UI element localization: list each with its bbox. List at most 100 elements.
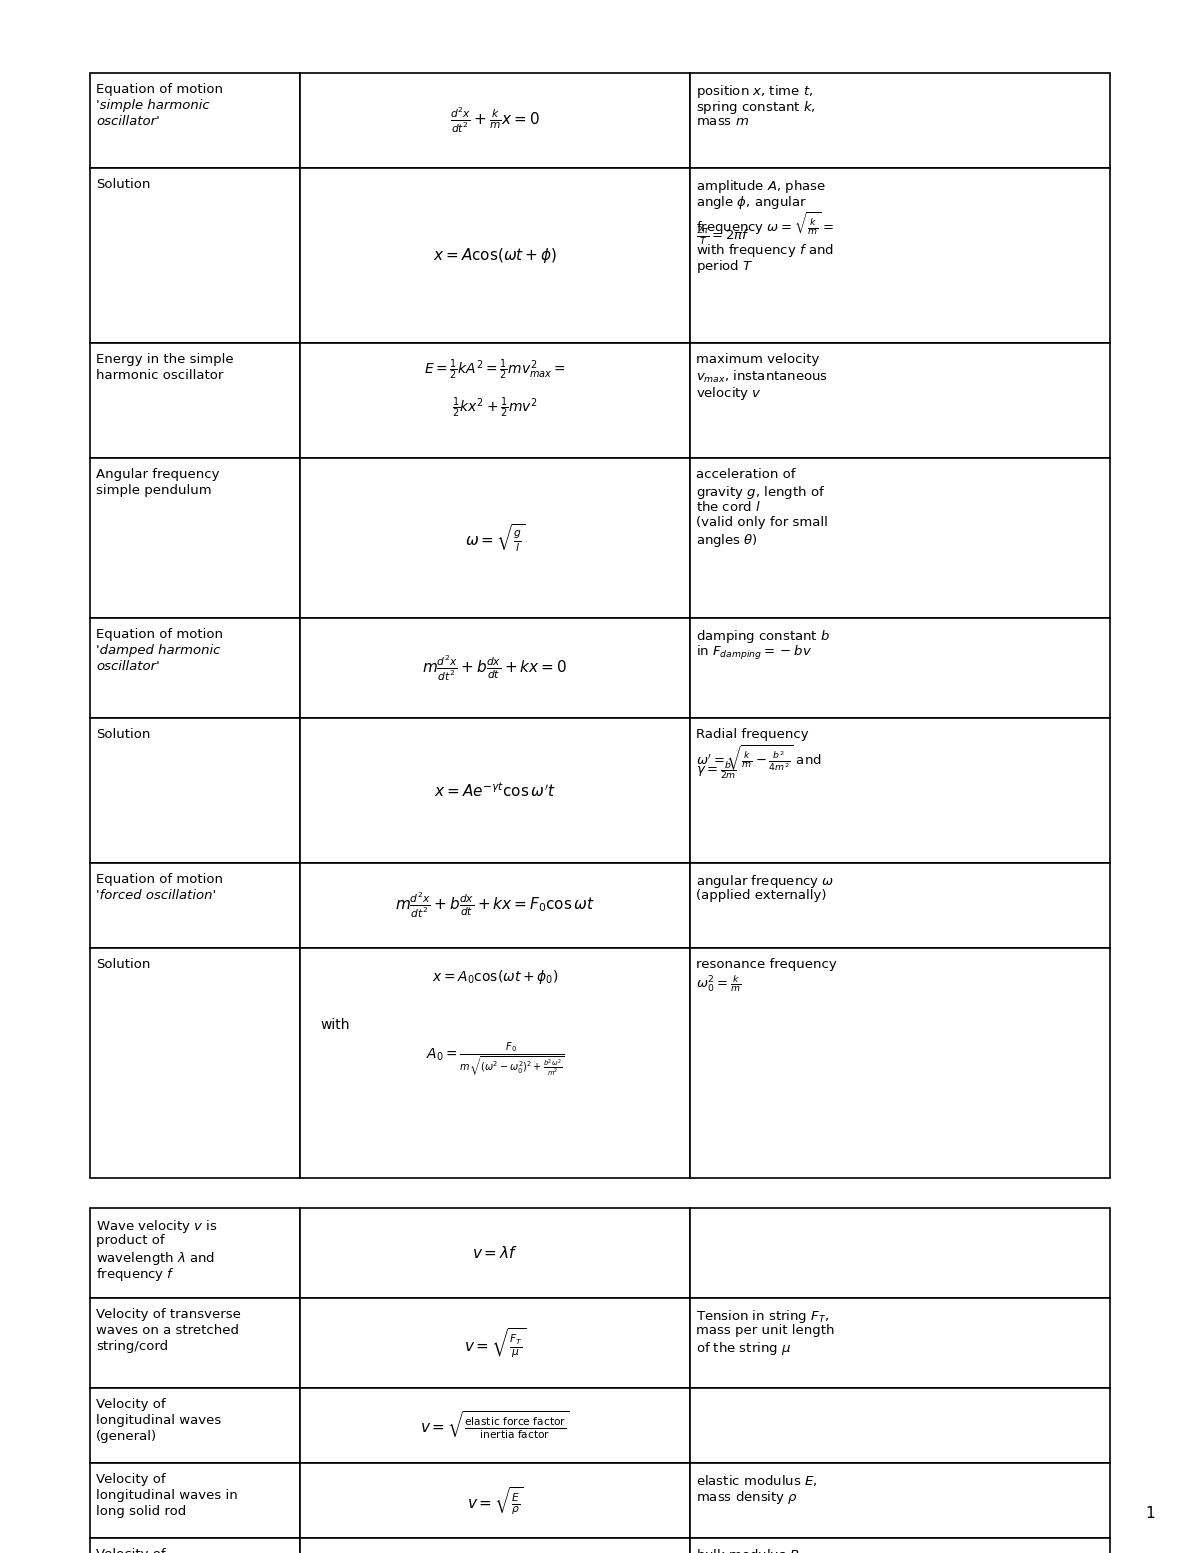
Text: frequency $\omega = \sqrt{\frac{k}{m}} =$: frequency $\omega = \sqrt{\frac{k}{m}} =… — [696, 210, 834, 238]
Text: resonance frequency: resonance frequency — [696, 958, 836, 971]
Text: string/cord: string/cord — [96, 1340, 168, 1353]
Text: damping constant $b$: damping constant $b$ — [696, 627, 830, 644]
Text: velocity $v$: velocity $v$ — [696, 385, 762, 402]
Text: elastic modulus $E$,: elastic modulus $E$, — [696, 1472, 817, 1488]
Bar — [690, 1298, 1110, 1388]
Text: Tension in string $F_T$,: Tension in string $F_T$, — [696, 1308, 829, 1325]
Text: position $x$, time $t$,: position $x$, time $t$, — [696, 82, 814, 99]
Bar — [300, 947, 690, 1179]
Text: $\frac{2\pi}{T} = 2\pi f$: $\frac{2\pi}{T} = 2\pi f$ — [696, 227, 750, 248]
Text: (valid only for small: (valid only for small — [696, 516, 828, 530]
Text: mass $m$: mass $m$ — [696, 115, 749, 127]
Text: Radial frequency: Radial frequency — [696, 728, 809, 741]
Text: amplitude $A$, phase: amplitude $A$, phase — [696, 179, 826, 196]
Text: 'forced oscillation': 'forced oscillation' — [96, 888, 216, 902]
Text: Equation of motion: Equation of motion — [96, 873, 223, 887]
Bar — [690, 618, 1110, 717]
Bar — [300, 343, 690, 458]
Text: the cord $l$: the cord $l$ — [696, 500, 761, 514]
Text: gravity $g$, length of: gravity $g$, length of — [696, 485, 826, 502]
Bar — [690, 73, 1110, 168]
Bar — [300, 1298, 690, 1388]
Text: with: with — [320, 1019, 349, 1033]
Text: $A_0 = \frac{F_0}{m\sqrt{(\omega^2 - \omega_0^2)^2 + \frac{b^2\omega^2}{m^2}}}$: $A_0 = \frac{F_0}{m\sqrt{(\omega^2 - \om… — [426, 1041, 564, 1078]
Text: simple pendulum: simple pendulum — [96, 485, 211, 497]
Text: $m\frac{d^2x}{dt^2} + b\frac{dx}{dt} + kx = 0$: $m\frac{d^2x}{dt^2} + b\frac{dx}{dt} + k… — [422, 654, 568, 683]
Text: $x = A\cos(\omega t + \phi)$: $x = A\cos(\omega t + \phi)$ — [433, 245, 557, 266]
Text: product of: product of — [96, 1235, 164, 1247]
Text: $x = A_0\cos(\omega t + \phi_0)$: $x = A_0\cos(\omega t + \phi_0)$ — [432, 968, 558, 986]
Text: long solid rod: long solid rod — [96, 1505, 186, 1517]
Text: Velocity of: Velocity of — [96, 1548, 166, 1553]
Text: wavelength $\lambda$ and: wavelength $\lambda$ and — [96, 1250, 215, 1267]
Bar — [690, 168, 1110, 343]
Bar — [90, 618, 300, 717]
Text: Wave velocity $v$ is: Wave velocity $v$ is — [96, 1218, 217, 1235]
Bar — [300, 168, 690, 343]
Text: $x = Ae^{-\gamma t}\cos\omega' t$: $x = Ae^{-\gamma t}\cos\omega' t$ — [434, 781, 556, 800]
Text: (general): (general) — [96, 1430, 157, 1443]
Text: 1: 1 — [1145, 1505, 1154, 1520]
Text: maximum velocity: maximum velocity — [696, 353, 820, 367]
Bar — [90, 1463, 300, 1537]
Text: waves on a stretched: waves on a stretched — [96, 1325, 239, 1337]
Text: with frequency $f$ and: with frequency $f$ and — [696, 242, 834, 259]
Text: mass per unit length: mass per unit length — [696, 1325, 834, 1337]
Bar — [300, 863, 690, 947]
Text: Equation of motion: Equation of motion — [96, 627, 223, 641]
Bar — [690, 1208, 1110, 1298]
Bar — [690, 343, 1110, 458]
Text: $\frac{d^2x}{dt^2} + \frac{k}{m}x = 0$: $\frac{d^2x}{dt^2} + \frac{k}{m}x = 0$ — [450, 106, 540, 135]
Bar — [90, 863, 300, 947]
Bar — [90, 947, 300, 1179]
Text: of the string $\mu$: of the string $\mu$ — [696, 1340, 791, 1357]
Text: Angular frequency: Angular frequency — [96, 467, 220, 481]
Bar — [90, 73, 300, 168]
Text: $v = \sqrt{\frac{\text{elastic force factor}}{\text{inertia factor}}}$: $v = \sqrt{\frac{\text{elastic force fac… — [420, 1410, 570, 1441]
Bar — [90, 717, 300, 863]
Text: acceleration of: acceleration of — [696, 467, 796, 481]
Bar — [90, 1537, 300, 1553]
Text: angular frequency $\omega$: angular frequency $\omega$ — [696, 873, 834, 890]
Text: Solution: Solution — [96, 958, 150, 971]
Bar — [90, 1298, 300, 1388]
Text: Equation of motion: Equation of motion — [96, 82, 223, 96]
Bar — [90, 1388, 300, 1463]
Text: Velocity of: Velocity of — [96, 1398, 166, 1412]
Text: $v = \lambda f$: $v = \lambda f$ — [472, 1246, 518, 1261]
Text: $\frac{1}{2}kx^2 + \frac{1}{2}mv^2$: $\frac{1}{2}kx^2 + \frac{1}{2}mv^2$ — [452, 396, 538, 421]
Text: Velocity of transverse: Velocity of transverse — [96, 1308, 241, 1322]
Bar — [690, 947, 1110, 1179]
Bar — [690, 863, 1110, 947]
Text: angles $\theta$): angles $\theta$) — [696, 533, 758, 550]
Text: $\gamma = \frac{b}{2m}$: $\gamma = \frac{b}{2m}$ — [696, 759, 737, 781]
Text: 'simple harmonic: 'simple harmonic — [96, 99, 210, 112]
Bar — [300, 1388, 690, 1463]
Text: harmonic oscillator: harmonic oscillator — [96, 370, 223, 382]
Bar — [90, 343, 300, 458]
Text: $\omega = \sqrt{\frac{g}{l}}$: $\omega = \sqrt{\frac{g}{l}}$ — [464, 522, 526, 553]
Text: frequency $f$: frequency $f$ — [96, 1266, 175, 1283]
Text: $E = \frac{1}{2}kA^2 = \frac{1}{2}mv^2_{max} =$: $E = \frac{1}{2}kA^2 = \frac{1}{2}mv^2_{… — [424, 359, 566, 382]
Text: $v_{max}$, instantaneous: $v_{max}$, instantaneous — [696, 370, 828, 385]
Text: in $F_{damping} = -bv$: in $F_{damping} = -bv$ — [696, 644, 812, 662]
Text: (applied externally): (applied externally) — [696, 888, 827, 902]
Text: Energy in the simple: Energy in the simple — [96, 353, 234, 367]
Text: Solution: Solution — [96, 179, 150, 191]
Text: longitudinal waves in: longitudinal waves in — [96, 1489, 238, 1502]
Bar — [690, 1537, 1110, 1553]
Text: Solution: Solution — [96, 728, 150, 741]
Text: 'damped harmonic: 'damped harmonic — [96, 644, 221, 657]
Bar — [690, 717, 1110, 863]
Bar — [690, 1388, 1110, 1463]
Text: Velocity of: Velocity of — [96, 1472, 166, 1486]
Text: oscillator': oscillator' — [96, 660, 160, 672]
Text: $v = \sqrt{\frac{F_T}{\mu}}$: $v = \sqrt{\frac{F_T}{\mu}}$ — [464, 1326, 526, 1359]
Text: bulk modulus $B$: bulk modulus $B$ — [696, 1548, 799, 1553]
Text: $v = \sqrt{\frac{E}{\rho}}$: $v = \sqrt{\frac{E}{\rho}}$ — [467, 1485, 523, 1516]
Bar — [300, 1463, 690, 1537]
Text: $\omega_0^2 = \frac{k}{m}$: $\omega_0^2 = \frac{k}{m}$ — [696, 974, 742, 994]
Text: $m\frac{d^2x}{dt^2} + b\frac{dx}{dt} + kx = F_0\cos\omega t$: $m\frac{d^2x}{dt^2} + b\frac{dx}{dt} + k… — [395, 891, 595, 921]
Text: period $T$: period $T$ — [696, 258, 754, 275]
Text: $\omega' = \sqrt{\frac{k}{m} - \frac{b^2}{4m^2}}$ and: $\omega' = \sqrt{\frac{k}{m} - \frac{b^2… — [696, 744, 822, 773]
